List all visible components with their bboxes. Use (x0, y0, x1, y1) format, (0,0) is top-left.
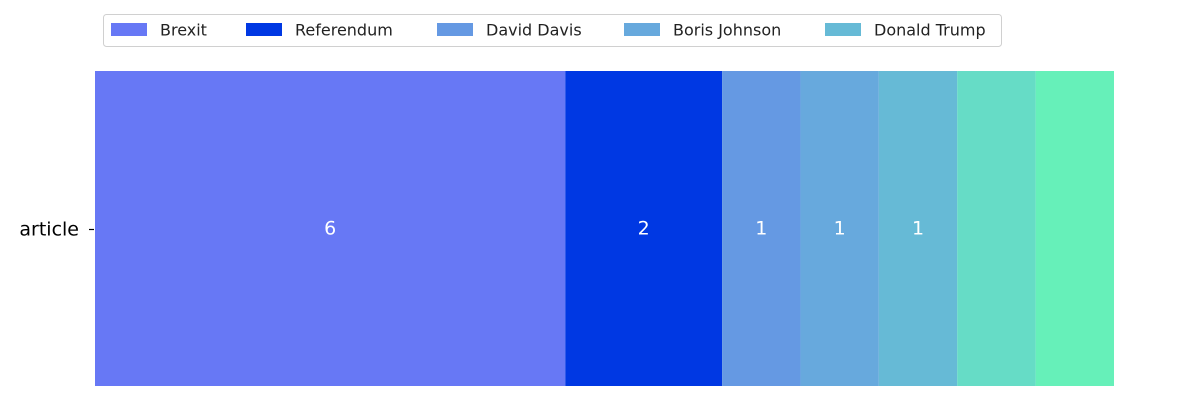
legend-swatch-2 (246, 23, 282, 36)
legend: Brexit Referendum David Davis Boris Johnson… (103, 14, 1002, 47)
legend-swatch-5 (825, 23, 861, 36)
legend-frame (103, 14, 1002, 47)
bar-value-label-4: 1 (834, 218, 846, 240)
bar-value-label-5: 1 (912, 218, 924, 240)
y-axis: article (19, 219, 94, 241)
legend-label-1: Brexit (160, 21, 207, 40)
bar-segment-3 (722, 71, 801, 386)
bar-value-label-2: 2 (638, 218, 650, 240)
bar-segment-2 (565, 71, 723, 386)
segment-value-labels: 6 2 1 1 1 (324, 218, 924, 240)
legend-label-5: Donald Trump (874, 21, 986, 40)
legend-label-3: David Davis (486, 21, 582, 40)
bar-segment-4 (800, 71, 879, 386)
bar-segment-6 (957, 71, 1036, 386)
bar-value-label-3: 1 (755, 218, 767, 240)
bar-value-label-1: 6 (324, 218, 336, 240)
bar-segment-1 (95, 71, 566, 386)
legend-label-4: Boris Johnson (673, 21, 781, 40)
legend-swatch-4 (624, 23, 660, 36)
legend-label-2: Referendum (295, 21, 393, 40)
legend-items: Brexit Referendum David Davis Boris Johnson… (111, 21, 986, 40)
legend-swatch-3 (437, 23, 473, 36)
bar-segments (95, 71, 1114, 386)
bar-segment-5 (878, 71, 958, 386)
bar-segment-7 (1035, 71, 1114, 386)
legend-swatch-1 (111, 23, 147, 36)
y-tick-label-article: article (19, 219, 79, 241)
